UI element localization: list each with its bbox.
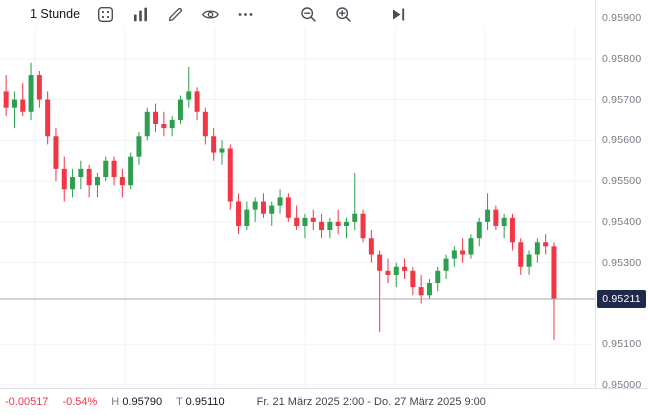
price-tick-label: 0.95700 — [602, 93, 642, 106]
high-value: 0.95790 — [122, 396, 163, 408]
chart-pane[interactable]: 1 Stunde — [0, 0, 595, 388]
go-to-latest-button[interactable] — [389, 5, 408, 24]
last-price-badge: 0.95211 — [597, 289, 646, 308]
price-tick-label: 0.95100 — [602, 338, 642, 351]
zoom-in-icon — [336, 6, 351, 22]
zoom-in-button[interactable] — [334, 5, 353, 24]
low-value: 0.95110 — [185, 396, 225, 408]
draw-button[interactable] — [166, 5, 185, 24]
price-tick-label: 0.95400 — [602, 215, 642, 228]
indicators-icon — [134, 7, 148, 21]
more-button[interactable] — [236, 5, 255, 24]
go-to-latest-icon — [393, 7, 405, 21]
draw-icon — [168, 7, 183, 21]
toolbar-spacer — [271, 14, 283, 15]
zoom-out-button[interactable] — [299, 5, 318, 24]
price-tick-label: 0.95900 — [602, 12, 642, 24]
eye-icon — [202, 9, 220, 19]
high-label: H — [111, 396, 120, 408]
low-label: T — [176, 396, 183, 408]
chart-toolbar: 1 Stunde — [0, 0, 595, 28]
date-range: Fr. 21 März 2025 2:00 - Do. 27 März 2025… — [256, 396, 486, 408]
more-icon — [238, 12, 253, 16]
price-tick-label: 0.95800 — [602, 52, 642, 65]
price-tick-label: 0.95600 — [602, 134, 642, 147]
indicators-button[interactable] — [131, 5, 150, 24]
chart-layout-icon — [98, 6, 114, 22]
toolbar-spacer — [369, 14, 373, 15]
zoom-out-icon — [301, 6, 316, 22]
chart-layout-button[interactable] — [96, 5, 115, 24]
price-tick-label: 0.95500 — [602, 175, 642, 188]
change-absolute: -0.00517 — [5, 396, 49, 408]
candlestick-chart[interactable] — [0, 0, 595, 388]
low-readout: T 0.95110 — [176, 396, 225, 408]
visibility-button[interactable] — [201, 5, 220, 24]
high-readout: H 0.95790 — [111, 396, 162, 408]
status-bar: -0.00517 -0.54% H 0.95790 T 0.95110 Fr. … — [0, 388, 648, 415]
interval-button[interactable]: 1 Stunde — [30, 7, 81, 21]
change-percent: -0.54% — [62, 396, 98, 408]
price-axis[interactable]: 0.95900 0.95800 0.95700 0.95600 0.95500 0.954… — [595, 0, 648, 391]
price-tick-label: 0.95300 — [602, 256, 642, 269]
